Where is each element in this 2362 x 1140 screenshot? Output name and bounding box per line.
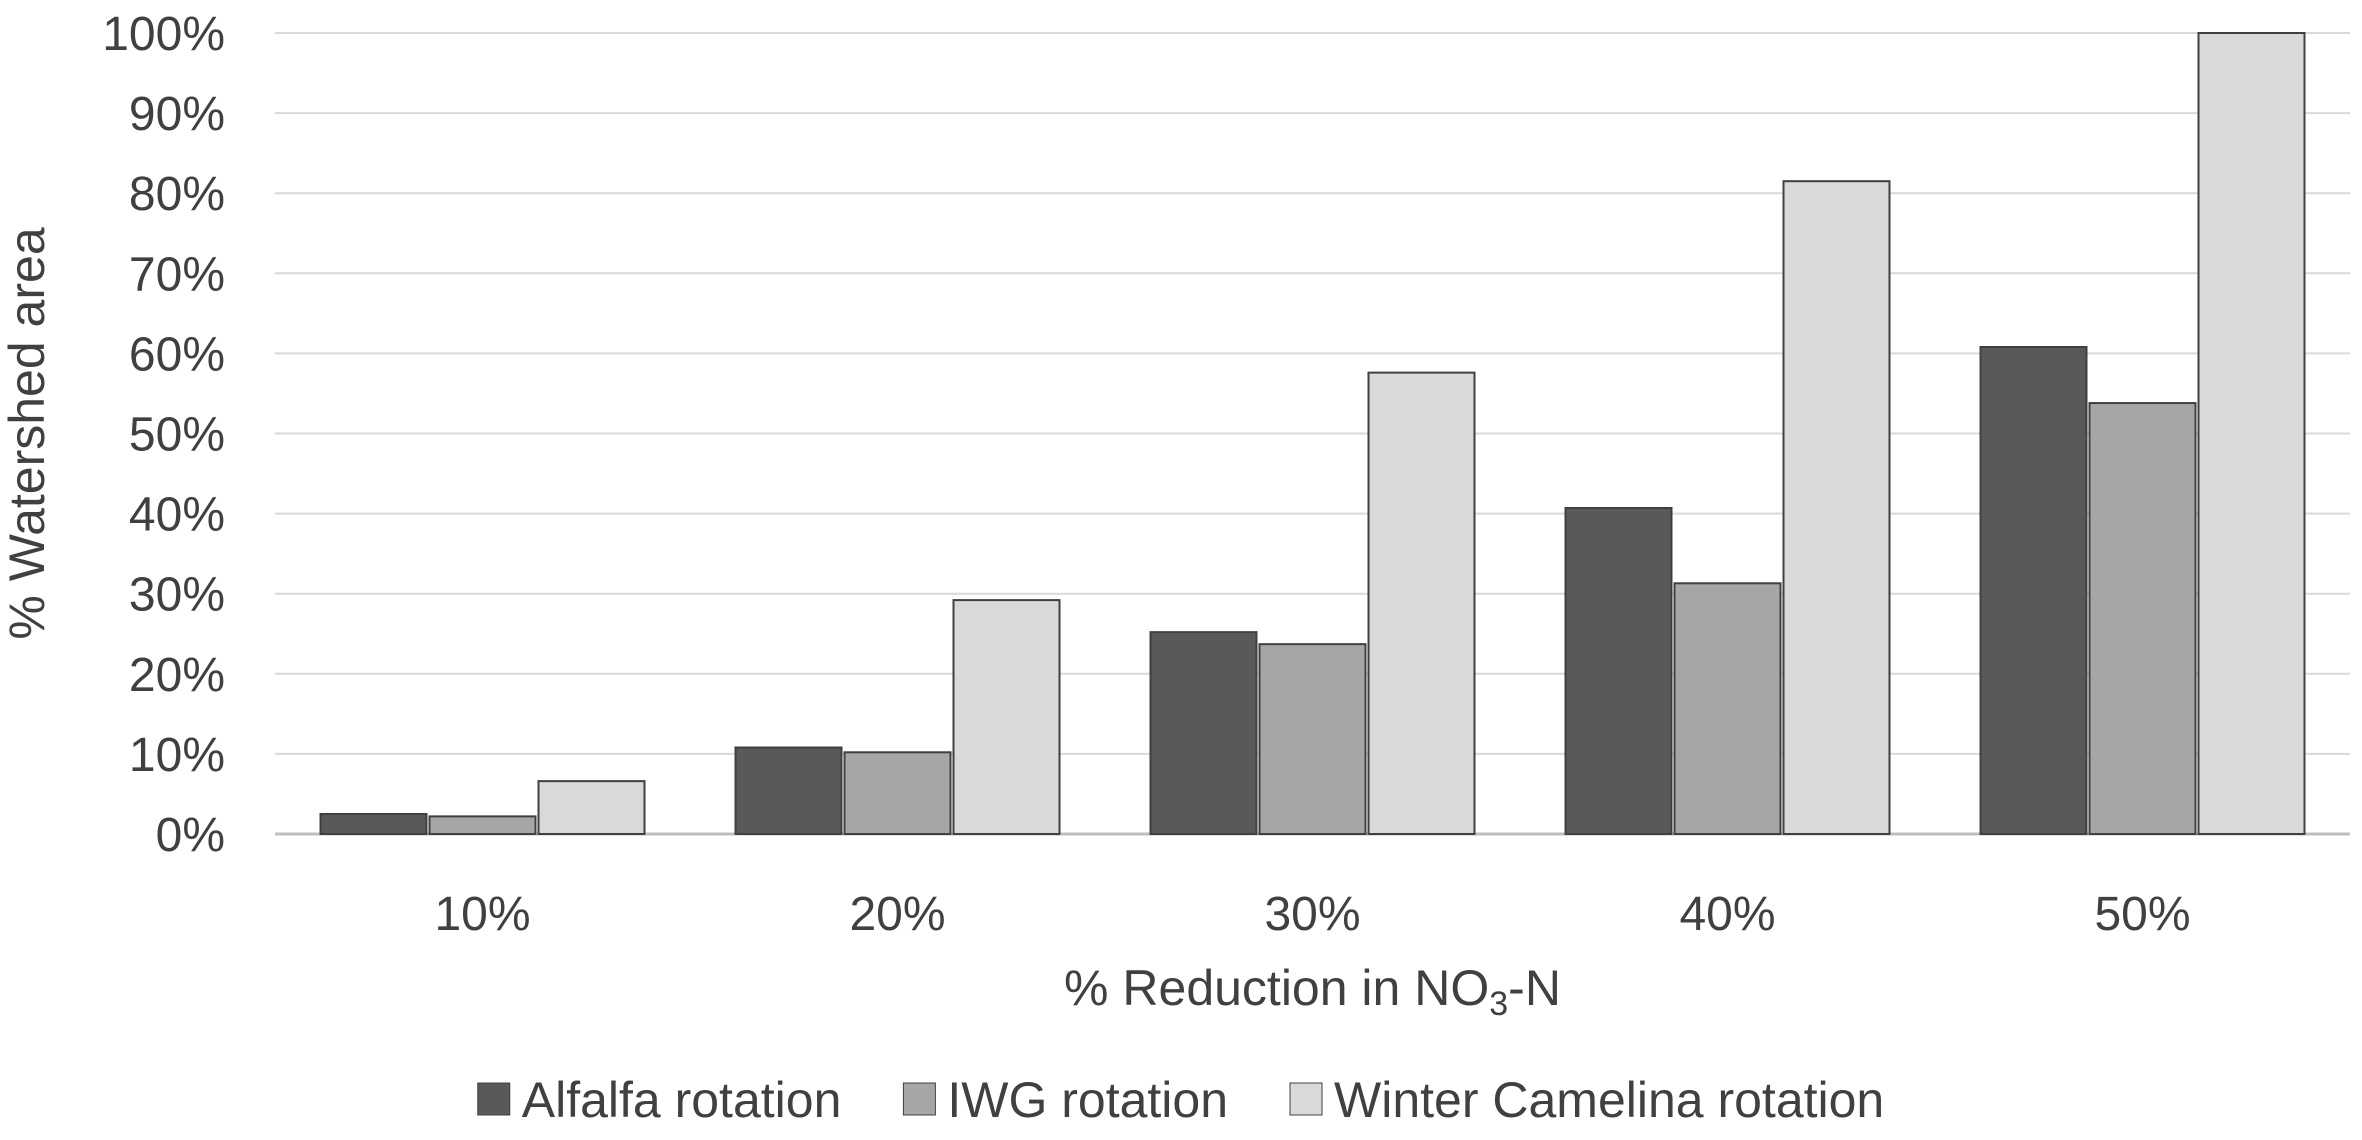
y-tick-label: 60% <box>129 328 225 381</box>
legend-item: Winter Camelina rotation <box>1289 1072 1884 1128</box>
y-tick-label: 80% <box>129 168 225 221</box>
x-axis-title-subscript: 3 <box>1489 985 1508 1023</box>
gridlines <box>275 32 2350 836</box>
x-tick-label: 40% <box>1679 888 1775 941</box>
bar <box>428 815 537 835</box>
y-tick-label: 40% <box>129 489 225 542</box>
x-axis-ticks: 10% 20% 30% 40% 50% <box>434 888 2190 941</box>
y-axis-ticks: 0% 10% 20% 30% 40% 50% 60% 70% 80% 90% 100% <box>102 8 225 862</box>
y-axis-title: % Watershed area <box>0 227 55 639</box>
x-axis-title: % Reduction in NO3-N <box>1064 960 1561 1023</box>
bars <box>319 32 2306 836</box>
y-tick-label: 100% <box>102 8 225 61</box>
legend-label: Alfalfa rotation <box>522 1072 842 1128</box>
bar <box>1258 643 1367 836</box>
bar <box>1782 180 1891 835</box>
bar <box>2197 32 2306 835</box>
y-tick-label: 90% <box>129 88 225 141</box>
y-tick-label: 50% <box>129 409 225 462</box>
bar <box>1149 631 1258 836</box>
y-tick-label: 10% <box>129 729 225 782</box>
y-tick-label: 30% <box>129 569 225 622</box>
x-tick-label: 30% <box>1264 888 1360 941</box>
y-tick-label: 70% <box>129 248 225 301</box>
bar <box>1979 345 2088 835</box>
y-tick-label: 20% <box>129 649 225 702</box>
bar <box>1367 371 1476 835</box>
bar <box>952 599 1061 835</box>
legend-item: IWG rotation <box>902 1072 1228 1128</box>
legend-swatch <box>477 1082 511 1116</box>
x-tick-label: 20% <box>849 888 945 941</box>
legend-label: IWG rotation <box>947 1072 1228 1128</box>
bar <box>537 780 646 835</box>
bar <box>1673 582 1782 835</box>
legend-item: Alfalfa rotation <box>477 1072 842 1128</box>
x-axis-title-tail: -N <box>1508 960 1561 1016</box>
x-tick-label: 10% <box>434 888 530 941</box>
y-tick-label: 0% <box>156 809 225 862</box>
legend-swatch <box>1289 1082 1323 1116</box>
legend-label: Winter Camelina rotation <box>1334 1072 1884 1128</box>
legend: Alfalfa rotation IWG rotation Winter Camel… <box>477 1072 1884 1128</box>
bar <box>319 812 428 835</box>
bar <box>2088 402 2197 835</box>
bar <box>843 751 952 835</box>
x-axis-title-main: % Reduction in NO <box>1064 960 1489 1016</box>
x-tick-label: 50% <box>2094 888 2190 941</box>
bar <box>734 746 843 836</box>
bar <box>1564 506 1673 835</box>
legend-swatch <box>902 1082 936 1116</box>
